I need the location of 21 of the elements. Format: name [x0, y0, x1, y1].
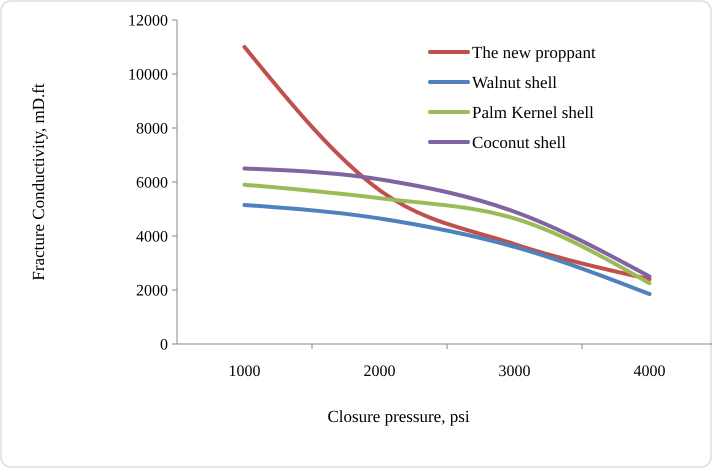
line-series [242, 166, 652, 278]
line-series [242, 45, 652, 282]
y-tick-label: 0 [160, 336, 168, 354]
x-tick-label: 2000 [364, 363, 396, 380]
legend-label: The new proppant [472, 42, 596, 62]
x-tick-label: 3000 [498, 363, 530, 380]
legend-label: Walnut shell [472, 72, 558, 92]
legend-label: Palm Kernel shell [472, 102, 594, 122]
x-tick-label: 1000 [228, 363, 260, 380]
y-tick-label: 2000 [136, 282, 168, 300]
legend-label: Coconut shell [472, 132, 566, 152]
y-axis-title: Fracture Conductivity, mD.ft [29, 83, 48, 281]
y-tick-label: 6000 [136, 174, 168, 192]
y-tick-label: 4000 [136, 228, 168, 246]
line-series [242, 182, 652, 286]
x-axis-title: Closure pressure, psi [327, 407, 470, 426]
x-tick-label: 4000 [634, 363, 666, 380]
y-tick-label: 10000 [128, 66, 168, 84]
y-tick-label: 8000 [136, 120, 168, 138]
y-tick-label: 12000 [128, 12, 168, 30]
line-series [242, 202, 652, 296]
